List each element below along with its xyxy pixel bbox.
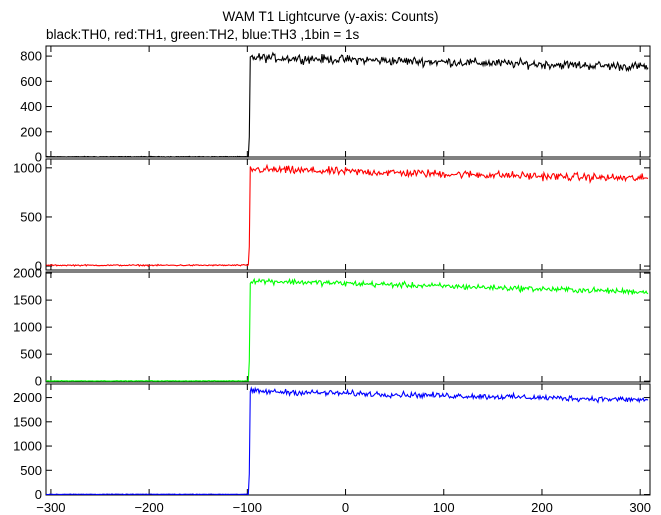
- ytick-label-th0-600: 600: [20, 74, 42, 89]
- xtick-label--300: −300: [36, 500, 65, 515]
- xtick-label-0: 0: [342, 500, 349, 515]
- ytick-label-th1-0: 0: [35, 259, 42, 274]
- ytick-label-th3-2000: 2000: [13, 390, 42, 405]
- panel-frame-th2: [45, 271, 651, 383]
- xtick-label-100: 100: [433, 500, 455, 515]
- ytick-label-th1-500: 500: [20, 209, 42, 224]
- ytick-label-th1-1000: 1000: [13, 160, 42, 175]
- series-line-th2: [45, 277, 649, 382]
- series-line-th3: [45, 386, 649, 496]
- ytick-label-th0-0: 0: [35, 150, 42, 165]
- ytick-label-th0-400: 400: [20, 99, 42, 114]
- ytick-label-th3-0: 0: [35, 487, 42, 502]
- ytick-label-th2-1000: 1000: [13, 320, 42, 335]
- xtick-label-300: 300: [629, 500, 651, 515]
- panel-frame-th3: [45, 383, 651, 496]
- series-line-th1: [45, 163, 649, 267]
- ytick-label-th2-500: 500: [20, 347, 42, 362]
- xtick-label--100: −100: [233, 500, 262, 515]
- ytick-label-th2-2000: 2000: [13, 266, 42, 281]
- xtick-label-200: 200: [531, 500, 553, 515]
- ytick-label-th3-500: 500: [20, 463, 42, 478]
- ytick-label-th0-200: 200: [20, 124, 42, 139]
- panel-frame-th0: [45, 45, 651, 158]
- ytick-label-th2-0: 0: [35, 374, 42, 389]
- panel-frame-th1: [45, 158, 651, 271]
- ytick-label-th3-1500: 1500: [13, 414, 42, 429]
- ytick-label-th3-1000: 1000: [13, 439, 42, 454]
- chart-title: WAM T1 Lightcurve (y-axis: Counts): [222, 9, 439, 24]
- xtick-label--200: −200: [134, 500, 163, 515]
- chart-subtitle: black:TH0, red:TH1, green:TH2, blue:TH3 …: [46, 27, 360, 42]
- ytick-label-th0-800: 800: [20, 49, 42, 64]
- ytick-label-th2-1500: 1500: [13, 293, 42, 308]
- series-line-th0: [45, 51, 649, 158]
